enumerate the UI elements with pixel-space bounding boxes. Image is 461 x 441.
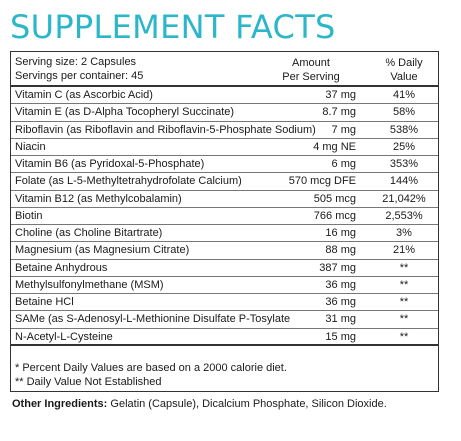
- other-ingredients-label: Other Ingredients:: [12, 398, 108, 410]
- nutrient-amount: 7 mg: [331, 123, 356, 136]
- nutrient-name: Niacin: [15, 140, 46, 153]
- nutrient-daily-value: 41%: [392, 89, 416, 101]
- table-row: Vitamin B12 (as Methylcobalamin) 505 mcg 2…: [11, 191, 438, 208]
- nutrient-amount: 4 mg NE: [313, 140, 356, 153]
- amount-header-line2: Per Serving: [282, 71, 340, 83]
- nutrient-amount: 37 mg: [325, 89, 356, 101]
- page-title: SUPPLEMENT FACTS: [10, 8, 336, 46]
- supplement-facts-panel: Serving size: 2 Capsules Servings per co…: [10, 51, 439, 392]
- nutrient-daily-value: 353%: [389, 158, 419, 170]
- nutrient-daily-value: **: [399, 313, 409, 326]
- nutrient-daily-value: 3%: [396, 227, 412, 239]
- nutrient-name: Folate (as L-5-Methyltetrahydrofolate Ca…: [15, 175, 242, 188]
- other-ingredients: Other Ingredients: Gelatin (Capsule), Di…: [12, 398, 387, 410]
- nutrient-amount: 16 mg: [325, 227, 356, 239]
- nutrient-daily-value: 2,553%: [385, 209, 423, 222]
- nutrient-name: Choline (as Choline Bitartrate): [15, 227, 163, 239]
- nutrient-amount: 570 mcg DFE: [288, 175, 356, 188]
- nutrient-name: N-Acetyl-L-Cysteine: [15, 330, 113, 343]
- amount-header-line1: Amount: [292, 57, 330, 69]
- table-row: Vitamin C (as Ascorbic Acid) 37 mg 41%: [11, 87, 438, 105]
- nutrient-name: Vitamin E (as D-Alpha Tocopheryl Succina…: [15, 106, 235, 119]
- nutrient-amount: 505 mcg: [313, 192, 356, 205]
- table-row: SAMe (as S-Adenosyl-L-Methionine Disulfa…: [11, 311, 438, 329]
- table-row: Folate (as L-5-Methyltetrahydrofolate Ca…: [11, 173, 438, 191]
- nutrient-amount: 6 mg: [331, 158, 356, 170]
- nutrient-name: Biotin: [15, 209, 43, 222]
- nutrient-name: Riboflavin (as Riboflavin and Riboflavin…: [15, 123, 316, 136]
- table-row: Magnesium (as Magnesium Citrate) 88 mg 21%: [11, 242, 438, 260]
- dv-header-line1: % Daily: [385, 57, 423, 69]
- footnote-not-established: ** Daily Value Not Established: [15, 376, 162, 388]
- nutrient-daily-value: **: [399, 330, 409, 343]
- serving-header: Serving size: 2 Capsules Servings per co…: [11, 52, 438, 87]
- nutrient-name: Vitamin B6 (as Pyridoxal-5-Phosphate): [15, 158, 205, 170]
- table-row: Vitamin E (as D-Alpha Tocopheryl Succina…: [11, 104, 438, 122]
- table-row: Niacin 4 mg NE 25%: [11, 139, 438, 156]
- footnote-percent-daily-value: * Percent Daily Values are based on a 20…: [15, 362, 287, 374]
- nutrient-daily-value: 21%: [392, 244, 416, 257]
- dv-header-line2: Value: [390, 71, 418, 83]
- nutrient-amount: 31 mg: [325, 313, 356, 326]
- nutrient-daily-value: **: [399, 296, 409, 308]
- nutrient-daily-value: 538%: [389, 123, 419, 136]
- nutrient-name: Methylsulfonylmethane (MSM): [15, 278, 164, 291]
- other-ingredients-text: Gelatin (Capsule), Dicalcium Phosphate, …: [107, 398, 387, 410]
- nutrient-daily-value: **: [399, 261, 409, 274]
- nutrient-amount: 36 mg: [325, 296, 356, 308]
- nutrient-amount: 387 mg: [319, 261, 356, 274]
- table-row: Riboflavin (as Riboflavin and Riboflavin…: [11, 122, 438, 139]
- table-row: Betaine Anhydrous 387 mg **: [11, 260, 438, 277]
- table-row: N-Acetyl-L-Cysteine 15 mg **: [11, 329, 438, 346]
- nutrient-amount: 88 mg: [325, 244, 356, 257]
- nutrient-amount: 8.7 mg: [322, 106, 356, 119]
- nutrient-name: Betaine Anhydrous: [15, 261, 108, 274]
- table-row: Choline (as Choline Bitartrate) 16 mg 3%: [11, 225, 438, 243]
- nutrient-name: Vitamin C (as Ascorbic Acid): [15, 89, 153, 101]
- table-row: Betaine HCl 36 mg **: [11, 294, 438, 312]
- table-row: Vitamin B6 (as Pyridoxal-5-Phosphate) 6 m…: [11, 156, 438, 174]
- servings-per-container: Servings per container: 45: [15, 70, 144, 82]
- nutrient-name: Betaine HCl: [15, 296, 74, 308]
- nutrient-daily-value: 144%: [389, 175, 419, 188]
- table-row: Methylsulfonylmethane (MSM) 36 mg **: [11, 277, 438, 294]
- nutrient-daily-value: **: [399, 278, 409, 291]
- nutrient-daily-value: 25%: [392, 140, 416, 153]
- nutrient-daily-value: 21,042%: [382, 192, 426, 205]
- serving-size: Serving size: 2 Capsules: [15, 56, 137, 68]
- amount-column-header: Amount Per Serving: [266, 56, 356, 84]
- nutrient-name: SAMe (as S-Adenosyl-L-Methionine Disulfa…: [15, 313, 291, 326]
- nutrient-name: Vitamin B12 (as Methylcobalamin): [15, 192, 182, 205]
- nutrient-table: Vitamin C (as Ascorbic Acid) 37 mg 41% Vit…: [11, 87, 438, 346]
- table-row: Biotin 766 mcg 2,553%: [11, 208, 438, 225]
- nutrient-daily-value: 58%: [392, 106, 416, 119]
- daily-value-column-header: % Daily Value: [374, 56, 434, 84]
- nutrient-amount: 36 mg: [325, 278, 356, 291]
- nutrient-amount: 15 mg: [325, 330, 356, 343]
- nutrient-name: Magnesium (as Magnesium Citrate): [15, 244, 190, 257]
- nutrient-amount: 766 mcg: [313, 209, 356, 222]
